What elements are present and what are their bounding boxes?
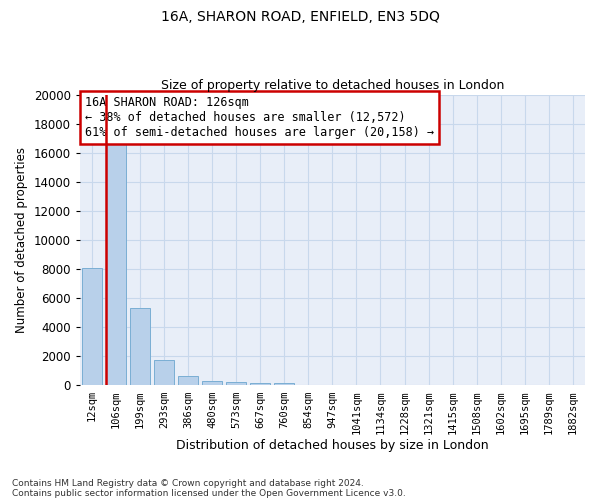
Bar: [178, 376, 198, 386]
Bar: [226, 382, 247, 386]
Text: 16A SHARON ROAD: 126sqm
← 38% of detached houses are smaller (12,572)
61% of sem: 16A SHARON ROAD: 126sqm ← 38% of detache…: [85, 96, 434, 139]
Y-axis label: Number of detached properties: Number of detached properties: [15, 147, 28, 333]
Title: Size of property relative to detached houses in London: Size of property relative to detached ho…: [161, 79, 504, 92]
Bar: [154, 360, 174, 386]
Text: Contains public sector information licensed under the Open Government Licence v3: Contains public sector information licen…: [12, 488, 406, 498]
Bar: [130, 308, 150, 386]
Bar: [274, 384, 295, 386]
Text: Contains HM Land Registry data © Crown copyright and database right 2024.: Contains HM Land Registry data © Crown c…: [12, 478, 364, 488]
Bar: [202, 380, 222, 386]
Text: 16A, SHARON ROAD, ENFIELD, EN3 5DQ: 16A, SHARON ROAD, ENFIELD, EN3 5DQ: [161, 10, 439, 24]
Bar: [250, 383, 271, 386]
Bar: [82, 268, 102, 386]
Bar: [106, 142, 126, 386]
Bar: [298, 384, 319, 386]
X-axis label: Distribution of detached houses by size in London: Distribution of detached houses by size …: [176, 440, 488, 452]
